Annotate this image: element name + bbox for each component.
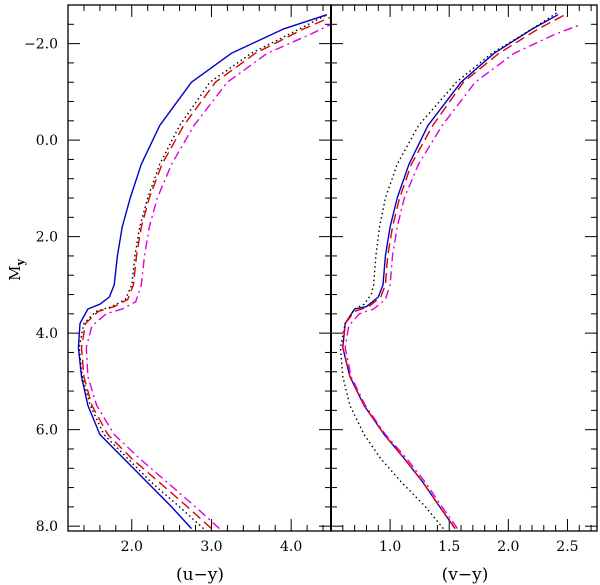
x-tick-label: 4.0 [280, 539, 302, 555]
series-line-dashed [342, 14, 566, 530]
series-line-dotted [339, 11, 559, 530]
y-tick-label: 4.0 [36, 326, 58, 342]
series-line-dashed [80, 16, 331, 530]
x-tick-label: 2.5 [556, 539, 578, 555]
series-line-dash-dot [344, 23, 582, 530]
y-tick-label: 8.0 [36, 519, 58, 535]
series-line-solid [77, 14, 328, 530]
plot-frame [67, 4, 332, 532]
x-tick-label: 3.0 [200, 539, 222, 555]
x-tick-label: 2.0 [121, 539, 143, 555]
x-tick-label: 2.0 [497, 539, 519, 555]
right-panel: 1.0 1.5 2.0 2.5 [330, 4, 598, 555]
series-line-dash-dot [85, 23, 331, 530]
series-line-solid [342, 14, 559, 530]
x-tick-label: 1.5 [438, 539, 460, 555]
y-tick-label: 2.0 [36, 230, 58, 246]
left-panel: 2.0 3.0 4.0 −2.0 0.0 2.0 4.0 6.0 8.0 [24, 4, 332, 555]
plot-frame [330, 4, 598, 532]
y-tick-label: 0.0 [36, 133, 58, 149]
x-tick-label: 1.0 [379, 539, 401, 555]
x-axis-label-left: (u−y) [176, 565, 224, 585]
x-axis-label-right: (v−y) [442, 565, 489, 585]
y-tick-label: 6.0 [36, 423, 58, 439]
y-axis-label: My [6, 259, 27, 281]
y-axis-label-main: M [6, 266, 24, 281]
y-axis-label-sub: y [14, 259, 27, 267]
y-tick-label: −2.0 [24, 37, 58, 53]
